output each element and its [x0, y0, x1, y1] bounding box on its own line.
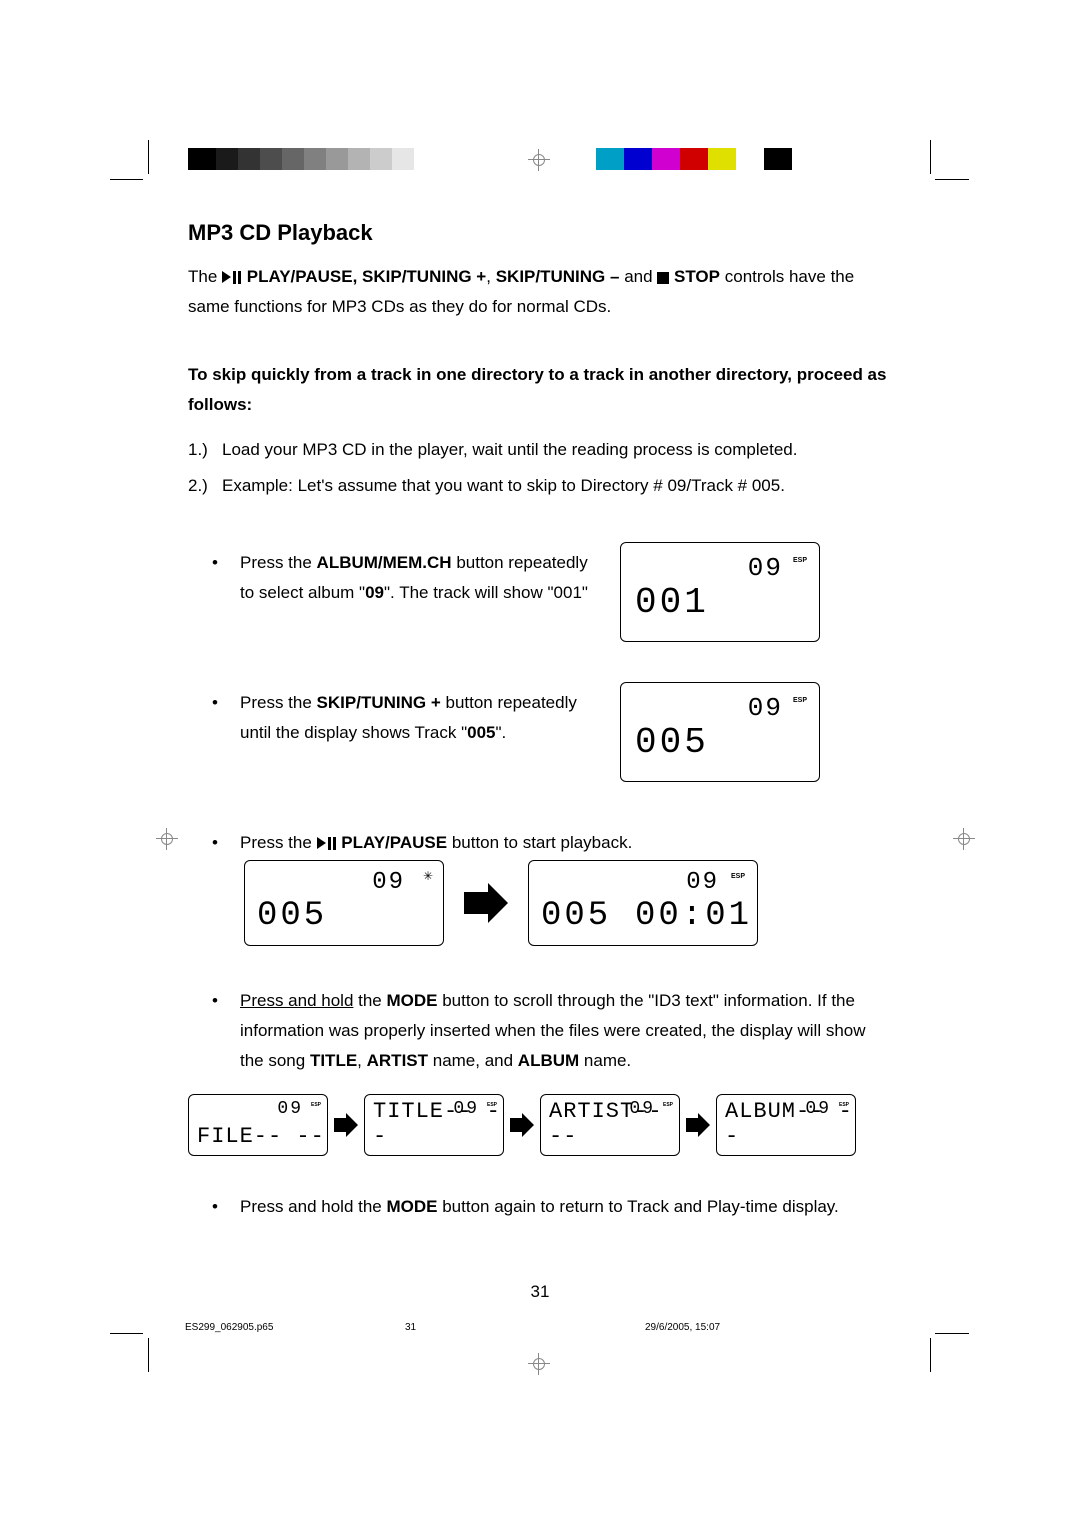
bullet-text: Press the PLAY/PAUSE button to start pla… — [240, 828, 892, 858]
lcd-display: 09 ✳ 005 — [244, 860, 444, 946]
lcd-album: 09 — [748, 693, 783, 723]
footer-page: 31 — [405, 1322, 505, 1333]
lcd-track: 001 — [635, 582, 709, 623]
bullet-text: Press the SKIP/TUNING + button repeatedl… — [240, 688, 600, 748]
bullet: • — [212, 1192, 240, 1222]
lcd-track: 005 — [635, 722, 709, 763]
bullet: • — [212, 548, 240, 578]
step-number: 2.) — [188, 470, 222, 502]
registration-mark — [955, 830, 973, 848]
crop-mark — [110, 179, 143, 180]
bullet: • — [212, 986, 240, 1076]
crop-mark — [110, 1333, 143, 1334]
lcd-album: 09 — [277, 1099, 303, 1119]
arrow-right-icon — [510, 1113, 534, 1137]
arrow-right-icon — [686, 1113, 710, 1137]
bullet: • — [212, 828, 240, 858]
lcd-esp: ESP — [793, 697, 807, 704]
doc-footer: ES299_062905.p65 31 29/6/2005, 15:07 — [185, 1322, 885, 1333]
bullet: • — [212, 688, 240, 718]
lcd-text: ARTIST-- -- — [549, 1099, 679, 1149]
play-sequence: 09 ✳ 005 09 ESP 005 00:01 — [244, 860, 892, 946]
arrow-right-icon — [334, 1113, 358, 1137]
registration-mark — [530, 1355, 548, 1373]
lcd-display: 09 ESP ALBUM-- -- — [716, 1094, 856, 1156]
footer-filename: ES299_062905.p65 — [185, 1322, 405, 1333]
stop-icon — [657, 272, 669, 284]
crop-mark — [148, 1338, 149, 1372]
lcd-display: 09 ESP ARTIST-- -- — [540, 1094, 680, 1156]
lcd-display: 09 ESP 005 — [620, 682, 820, 782]
lcd-esp: ESP — [793, 557, 807, 564]
lcd-display: 09 ESP 005 00:01 — [528, 860, 758, 946]
spinning-icon: ✳ — [423, 869, 433, 883]
bullet-text: Press and hold the MODE button to scroll… — [240, 986, 892, 1076]
lcd-text: FILE-- -- — [197, 1124, 325, 1149]
lcd-display: 09 ESP FILE-- -- — [188, 1094, 328, 1156]
lcd-track: 005 — [541, 897, 611, 935]
step-text: Load your MP3 CD in the player, wait unt… — [222, 434, 797, 466]
lcd-album: 09 — [748, 553, 783, 583]
heading-mp3-playback: MP3 CD Playback — [188, 220, 892, 246]
lcd-album: 09 — [372, 869, 405, 896]
crop-mark — [930, 140, 931, 174]
id3-sequence: 09 ESP FILE-- -- 09 ESP TITLE-- -- 09 ES… — [188, 1094, 892, 1156]
play-pause-icon — [317, 837, 337, 850]
lcd-display: 09 ESP TITLE-- -- — [364, 1094, 504, 1156]
crop-mark — [935, 179, 969, 180]
numbered-steps: 1.)Load your MP3 CD in the player, wait … — [188, 434, 892, 502]
lcd-text: ALBUM-- -- — [725, 1099, 855, 1149]
play-pause-icon — [222, 271, 242, 284]
bullet-text: Press the ALBUM/MEM.CH button repeatedly… — [240, 548, 600, 608]
footer-date: 29/6/2005, 15:07 — [645, 1322, 720, 1333]
registration-mark — [158, 830, 176, 848]
crop-mark — [148, 140, 149, 174]
skip-heading: To skip quickly from a track in one dire… — [188, 360, 892, 420]
lcd-time: 00:01 — [635, 897, 752, 935]
lcd-album: 09 — [686, 869, 719, 896]
intro-paragraph: The PLAY/PAUSE, SKIP/TUNING +, SKIP/TUNI… — [188, 262, 892, 322]
lcd-display: 09 ESP 001 — [620, 542, 820, 642]
lcd-text: TITLE-- -- — [373, 1099, 503, 1149]
page-content: MP3 CD Playback The PLAY/PAUSE, SKIP/TUN… — [188, 130, 892, 1302]
lcd-esp: ESP — [731, 873, 745, 880]
crop-mark — [935, 1333, 969, 1334]
page-number: 31 — [188, 1282, 892, 1302]
bullet-text: Press and hold the MODE button again to … — [240, 1192, 892, 1222]
step-text: Example: Let's assume that you want to s… — [222, 470, 785, 502]
arrow-right-icon — [464, 883, 508, 923]
crop-mark — [930, 1338, 931, 1372]
step-number: 1.) — [188, 434, 222, 466]
lcd-track: 005 — [257, 897, 327, 935]
